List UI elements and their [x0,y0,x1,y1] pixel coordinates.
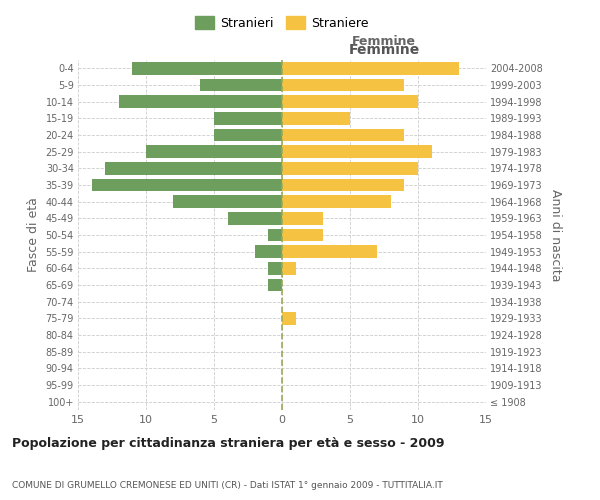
Bar [227,212,282,224]
Bar [146,146,282,158]
Bar [282,146,431,158]
Bar [268,229,282,241]
Bar [282,112,350,124]
Bar [282,62,459,74]
Text: Femmine: Femmine [349,42,419,56]
Y-axis label: Anni di nascita: Anni di nascita [550,188,562,281]
Bar [105,162,282,174]
Text: Popolazione per cittadinanza straniera per età e sesso - 2009: Popolazione per cittadinanza straniera p… [12,437,445,450]
Bar [282,229,323,241]
Bar [92,179,282,192]
Text: Femmine: Femmine [352,35,416,48]
Bar [282,179,404,192]
Bar [282,79,404,92]
Legend: Stranieri, Straniere: Stranieri, Straniere [190,11,374,35]
Bar [214,129,282,141]
Bar [214,112,282,124]
Bar [282,312,296,324]
Y-axis label: Fasce di età: Fasce di età [27,198,40,272]
Bar [255,246,282,258]
Bar [282,129,404,141]
Bar [268,279,282,291]
Bar [200,79,282,92]
Bar [173,196,282,208]
Bar [282,162,418,174]
Bar [133,62,282,74]
Bar [282,262,296,274]
Bar [268,262,282,274]
Bar [282,246,377,258]
Bar [282,96,418,108]
Bar [119,96,282,108]
Text: COMUNE DI GRUMELLO CREMONESE ED UNITI (CR) - Dati ISTAT 1° gennaio 2009 - TUTTIT: COMUNE DI GRUMELLO CREMONESE ED UNITI (C… [12,481,443,490]
Bar [282,196,391,208]
Bar [282,212,323,224]
